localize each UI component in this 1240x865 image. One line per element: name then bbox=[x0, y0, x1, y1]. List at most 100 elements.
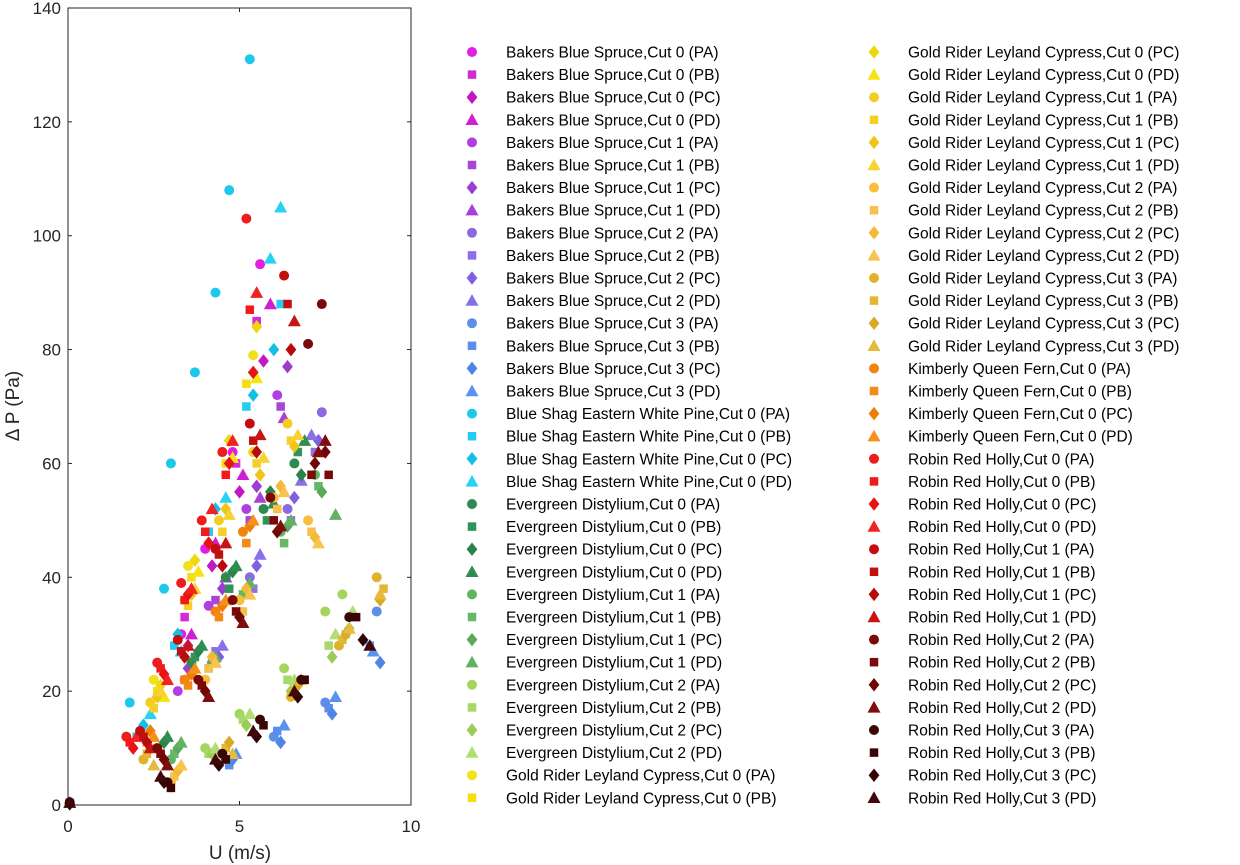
legend-marker bbox=[869, 273, 879, 283]
data-point bbox=[374, 655, 386, 670]
data-point bbox=[279, 663, 290, 674]
data-point bbox=[371, 606, 382, 617]
data-point bbox=[220, 572, 231, 583]
legend-entry: Blue Shag Eastern White Pine,Cut 0 (PC) bbox=[466, 451, 792, 468]
legend-marker bbox=[867, 68, 881, 80]
data-point bbox=[124, 697, 135, 708]
data-point bbox=[238, 590, 248, 599]
legend-entry: Bakers Blue Spruce,Cut 0 (PC) bbox=[466, 90, 721, 107]
data-point bbox=[243, 587, 257, 600]
legend-label: Bakers Blue Spruce,Cut 1 (PC) bbox=[506, 180, 721, 197]
legend-entry: Gold Rider Leyland Cypress,Cut 0 (PA) bbox=[467, 768, 775, 785]
data-point bbox=[242, 402, 251, 411]
data-point bbox=[295, 468, 307, 482]
legend-marker bbox=[466, 90, 478, 104]
data-point bbox=[282, 418, 293, 429]
legend-label: Robin Red Holly,Cut 0 (PA) bbox=[908, 451, 1094, 468]
legend-marker bbox=[467, 160, 477, 170]
data-point bbox=[180, 595, 189, 605]
data-point bbox=[324, 641, 333, 650]
data-point bbox=[188, 661, 202, 674]
legend-entry: Bakers Blue Spruce,Cut 1 (PC) bbox=[466, 180, 721, 197]
legend-label: Bakers Blue Spruce,Cut 0 (PD) bbox=[506, 112, 721, 129]
data-point bbox=[172, 764, 184, 778]
data-point bbox=[292, 690, 304, 704]
data-point bbox=[187, 573, 196, 582]
legend-entry: Robin Red Holly,Cut 2 (PA) bbox=[869, 632, 1094, 649]
legend-marker bbox=[869, 544, 879, 555]
data-point bbox=[195, 639, 209, 651]
data-point bbox=[253, 548, 267, 560]
legend-label: Gold Rider Leyland Cypress,Cut 1 (PB) bbox=[908, 112, 1179, 129]
legend-label: Bakers Blue Spruce,Cut 0 (PB) bbox=[506, 67, 720, 84]
y-axis-label: Δ P (Pa) bbox=[3, 371, 24, 441]
legend-label: Robin Red Holly,Cut 2 (PC) bbox=[908, 677, 1096, 694]
legend-entry: Evergreen Distylium,Cut 0 (PB) bbox=[467, 519, 721, 536]
legend-label: Bakers Blue Spruce,Cut 0 (PA) bbox=[506, 45, 719, 62]
legend-entry: Bakers Blue Spruce,Cut 1 (PA) bbox=[467, 135, 719, 152]
data-point bbox=[224, 584, 234, 593]
data-point bbox=[379, 584, 388, 593]
data-point bbox=[234, 485, 245, 499]
legend-label: Bakers Blue Spruce,Cut 3 (PA) bbox=[506, 316, 719, 333]
data-point bbox=[184, 582, 198, 594]
data-point bbox=[148, 674, 159, 685]
legend-label: Evergreen Distylium,Cut 0 (PD) bbox=[506, 564, 722, 581]
data-point bbox=[338, 635, 347, 645]
legend-label: Blue Shag Eastern White Pine,Cut 0 (PB) bbox=[506, 429, 791, 446]
legend-entry: Robin Red Holly,Cut 0 (PB) bbox=[869, 474, 1096, 491]
legend-entry: Blue Shag Eastern White Pine,Cut 0 (PA) bbox=[467, 406, 790, 423]
legend-marker bbox=[467, 341, 477, 351]
data-point bbox=[222, 508, 236, 520]
data-point bbox=[238, 715, 248, 724]
legend-marker bbox=[467, 47, 477, 57]
data-point bbox=[326, 707, 338, 721]
legend-entry: Evergreen Distylium,Cut 1 (PD) bbox=[465, 655, 722, 672]
data-point bbox=[159, 583, 170, 594]
legend-label: Gold Rider Leyland Cypress,Cut 2 (PC) bbox=[908, 225, 1179, 242]
data-point bbox=[174, 735, 188, 748]
legend-marker bbox=[466, 271, 478, 285]
data-point bbox=[263, 251, 277, 264]
data-point bbox=[170, 749, 179, 759]
legend-marker bbox=[869, 115, 879, 125]
data-point bbox=[242, 379, 251, 388]
legend-entry: Robin Red Holly,Cut 1 (PC) bbox=[868, 587, 1096, 604]
data-point bbox=[246, 724, 260, 737]
data-point bbox=[374, 593, 386, 607]
legend-label: Gold Rider Leyland Cypress,Cut 2 (PD) bbox=[908, 248, 1179, 265]
legend-label: Blue Shag Eastern White Pine,Cut 0 (PC) bbox=[506, 451, 792, 468]
data-point bbox=[189, 367, 200, 378]
data-point bbox=[292, 678, 304, 693]
data-point bbox=[357, 633, 369, 647]
legend-marker bbox=[467, 679, 477, 690]
data-point bbox=[307, 527, 316, 536]
data-point bbox=[216, 559, 228, 573]
data-point bbox=[251, 479, 263, 493]
legend-entry: Evergreen Distylium,Cut 0 (PC) bbox=[466, 542, 722, 559]
legend-label: Robin Red Holly,Cut 2 (PD) bbox=[908, 700, 1096, 717]
data-point bbox=[363, 639, 377, 651]
data-point bbox=[291, 428, 305, 441]
legend-marker bbox=[467, 589, 477, 600]
data-point bbox=[265, 492, 276, 503]
legend-entry: Bakers Blue Spruce,Cut 3 (PB) bbox=[467, 338, 720, 355]
data-point bbox=[337, 589, 348, 600]
legend-marker bbox=[867, 248, 881, 261]
data-point bbox=[180, 612, 189, 622]
y-tick-label: 0 bbox=[52, 796, 61, 815]
legend-entry: Kimberly Queen Fern,Cut 0 (PB) bbox=[869, 384, 1132, 401]
data-point bbox=[285, 342, 297, 357]
data-point bbox=[371, 572, 382, 583]
legend-marker bbox=[467, 499, 477, 509]
data-point bbox=[246, 513, 260, 526]
data-point bbox=[156, 749, 165, 759]
data-point bbox=[253, 428, 267, 441]
data-point bbox=[203, 600, 214, 611]
data-point bbox=[248, 584, 258, 593]
legend-label: Robin Red Holly,Cut 2 (PA) bbox=[908, 632, 1094, 649]
legend-label: Bakers Blue Spruce,Cut 1 (PA) bbox=[506, 135, 719, 152]
data-point bbox=[344, 612, 355, 623]
data-point bbox=[181, 639, 195, 651]
